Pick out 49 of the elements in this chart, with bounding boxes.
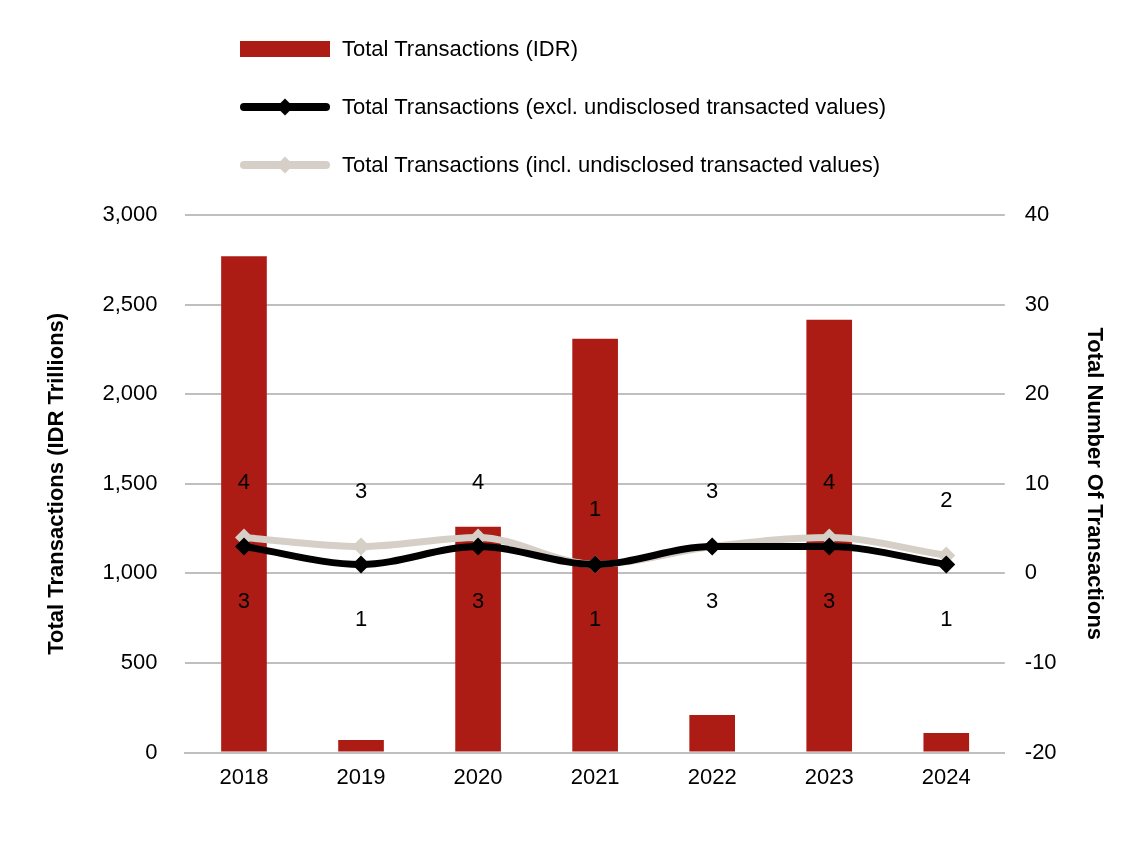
bar: [923, 732, 970, 752]
data-label: 3: [471, 587, 485, 613]
data-label: 1: [589, 605, 602, 631]
data-label: 4: [823, 468, 836, 494]
x-tick-label: 2020: [453, 763, 503, 789]
y-tick-label: 1,000: [102, 559, 158, 585]
x-tick-label: 2023: [804, 763, 854, 789]
point: [234, 537, 253, 556]
y2-tick-label: 40: [1024, 201, 1050, 227]
x-tick-label: 2021: [570, 763, 620, 789]
y2-tick-label: 30: [1024, 290, 1050, 316]
y2-tick-label: -10: [1024, 649, 1057, 675]
y2-tick-label: 10: [1024, 469, 1050, 495]
bar: [572, 338, 618, 752]
data-label: 1: [354, 605, 368, 631]
point: [937, 555, 956, 574]
data-label: 2: [940, 486, 953, 512]
bar: [689, 714, 735, 752]
y-tick-label: 3,000: [102, 201, 158, 227]
legend-label: Total Transactions (excl. undisclosed transacted values): [342, 94, 887, 120]
data-label: 1: [589, 495, 602, 521]
legend-label: Total Transactions (IDR): [342, 36, 578, 62]
bar: [806, 319, 853, 752]
y-axis-title: Total Transactions (IDR Trillions): [43, 312, 69, 655]
legend-label: Total Transactions (incl. undisclosed transacted values): [342, 152, 881, 178]
x-tick-label: 2019: [336, 763, 386, 789]
y-tick-label: 0: [145, 738, 158, 764]
x-tick-label: 2022: [687, 763, 737, 789]
y2-axis-title: Total Number Of Transactions: [1082, 327, 1108, 641]
data-label: 3: [237, 587, 251, 613]
y2-tick-label: 20: [1024, 380, 1050, 406]
data-label: 3: [706, 477, 719, 503]
x-tick-label: 2024: [921, 763, 971, 789]
bar: [455, 526, 501, 752]
data-label: 4: [471, 468, 485, 494]
y2-tick-label: 0: [1024, 559, 1038, 585]
data-label: 3: [354, 477, 368, 503]
data-label: 3: [706, 587, 719, 613]
bar: [221, 256, 267, 752]
data-label: 4: [237, 468, 251, 494]
data-label: 1: [940, 605, 953, 631]
data-label: 3: [823, 587, 836, 613]
bar: [338, 740, 384, 752]
y-tick-label: 1,500: [102, 469, 158, 495]
y-tick-label: 2,000: [102, 380, 158, 406]
y2-tick-label: -20: [1024, 738, 1057, 764]
y-tick-label: 2,500: [102, 290, 158, 316]
x-tick-label: 2018: [219, 763, 269, 789]
y-tick-label: 500: [120, 649, 158, 675]
